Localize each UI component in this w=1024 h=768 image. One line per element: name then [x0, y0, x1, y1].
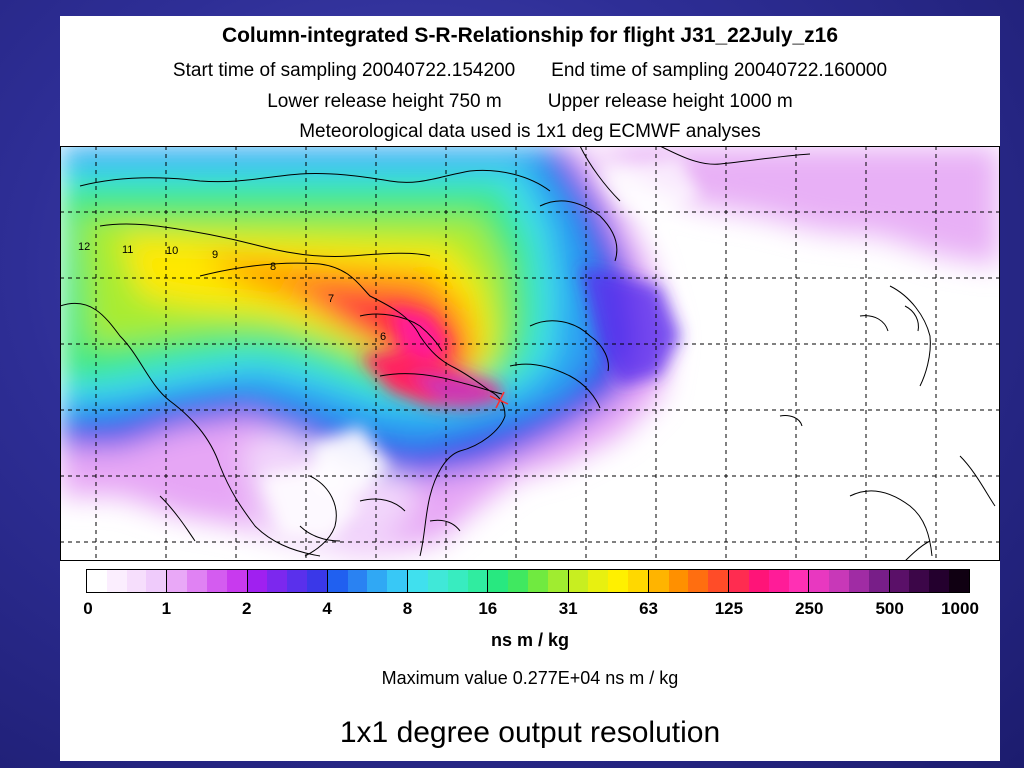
colorbar-swatch [708, 570, 729, 592]
colorbar-swatch [868, 570, 889, 592]
colorbar-swatch [929, 570, 950, 592]
colorbar-swatch [226, 570, 247, 592]
colorbar-swatch [829, 570, 850, 592]
colorbar-swatch [608, 570, 629, 592]
colorbar [86, 569, 970, 593]
colorbar-segment [247, 570, 328, 592]
contour-label: 10 [166, 245, 178, 257]
colorbar-tick-label: 125 [714, 599, 744, 618]
plume-field [60, 146, 1000, 556]
colorbar-swatch [648, 570, 669, 592]
start-time-text: Start time of sampling 20040722.154200 [172, 60, 516, 81]
figure-title: Column-integrated S-R-Relationship for f… [221, 24, 839, 47]
colorbar-swatch [206, 570, 227, 592]
colorbar-swatch [106, 570, 127, 592]
colorbar-swatch [889, 570, 910, 592]
map-frame [60, 146, 1000, 561]
colorbar-swatch [748, 570, 769, 592]
colorbar-swatch [809, 570, 830, 592]
colorbar-segment [809, 570, 890, 592]
colorbar-swatch [387, 570, 408, 592]
colorbar-swatch [467, 570, 488, 592]
colorbar-swatch [488, 570, 509, 592]
colorbar-swatch [367, 570, 388, 592]
colorbar-segment [889, 570, 969, 592]
colorbar-tick-label: 1 [161, 599, 172, 618]
colorbar-swatch [768, 570, 789, 592]
colorbar-tick-label: 63 [639, 599, 658, 618]
end-time-text: End time of sampling 20040722.160000 [551, 60, 888, 81]
colorbar-swatch [588, 570, 609, 592]
colorbar-segment [648, 570, 730, 592]
colorbar-swatch [306, 570, 327, 592]
colorbar-swatch [427, 570, 448, 592]
contour-label: 12 [78, 241, 90, 253]
colorbar-swatch [267, 570, 288, 592]
contour-label: 7 [328, 293, 334, 305]
colorbar-segment [729, 570, 810, 592]
colorbar-swatch [688, 570, 709, 592]
colorbar-swatch [668, 570, 689, 592]
colorbar-segment [327, 570, 409, 592]
colorbar-swatch [247, 570, 268, 592]
release-heights: Lower release height 750 m Upper release … [60, 91, 1000, 113]
colorbar-tick-label: 2 [241, 599, 252, 618]
colorbar-swatch [146, 570, 167, 592]
colorbar-segment [87, 570, 168, 592]
colorbar-tick-label: 8 [402, 599, 413, 618]
contour-label: 9 [212, 249, 218, 261]
contour-label: 8 [270, 261, 276, 273]
release-point-marker [489, 391, 509, 409]
colorbar-swatch [628, 570, 648, 592]
colorbar-tick-label: 250 [795, 599, 824, 618]
colorbar-swatch [347, 570, 368, 592]
colorbar-swatch [447, 570, 468, 592]
colorbar-tick-label: 0 [83, 599, 93, 618]
sampling-times: Start time of sampling 20040722.154200 En… [60, 60, 1000, 82]
colorbar-swatch [849, 570, 869, 592]
sensitivity-map: 12 11 10 9 8 7 6 [60, 146, 1000, 561]
colorbar-tick-label: 31 [558, 599, 578, 618]
colorbar-swatch [87, 570, 107, 592]
colorbar-swatch [788, 570, 809, 592]
maximum-value-text: Maximum value 0.277E+04 ns m / kg [381, 668, 679, 688]
colorbar-swatch [167, 570, 188, 592]
figure-panel: Column-integrated S-R-Relationship for f… [60, 16, 1000, 761]
met-data-text: Meteorological data used is 1x1 deg ECMW… [299, 121, 761, 142]
colorbar-swatch [729, 570, 749, 592]
colorbar-swatch [187, 570, 207, 592]
colorbar-swatch [527, 570, 548, 592]
colorbar-swatch [126, 570, 147, 592]
colorbar-swatch [547, 570, 568, 592]
contour-label: 6 [380, 331, 386, 343]
colorbar-swatch [327, 570, 348, 592]
colorbar-unit: ns m / kg [490, 630, 570, 650]
lat-lon-grid [60, 146, 1000, 561]
lower-release-text: Lower release height 750 m [267, 91, 502, 112]
colorbar-ticks: 0 1 2 4 8 16 31 63 125 250 500 1000 [60, 599, 1000, 621]
upper-release-text: Upper release height 1000 m [547, 91, 793, 112]
colorbar-segment [488, 570, 569, 592]
colorbar-tick-label: 4 [322, 599, 332, 618]
colorbar-tick-label: 1000 [941, 599, 979, 618]
colorbar-tick-label: 500 [875, 599, 904, 618]
colorbar-swatch [949, 570, 969, 592]
slide-caption: 1x1 degree output resolution [339, 716, 721, 749]
colorbar-swatch [408, 570, 428, 592]
colorbar-segment [408, 570, 489, 592]
colorbar-segment [167, 570, 248, 592]
colorbar-segment [568, 570, 649, 592]
colorbar-swatch [508, 570, 528, 592]
colorbar-swatch [568, 570, 589, 592]
contour-label: 11 [122, 244, 133, 256]
colorbar-tick-label: 16 [478, 599, 498, 618]
colorbar-swatch [287, 570, 307, 592]
coastlines [60, 146, 996, 561]
colorbar-swatch [909, 570, 930, 592]
